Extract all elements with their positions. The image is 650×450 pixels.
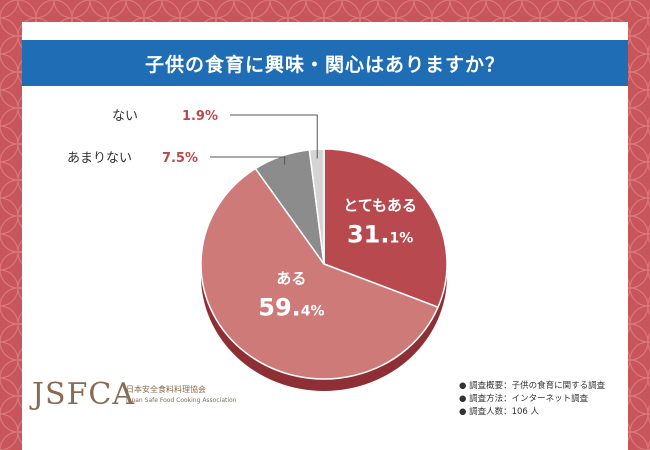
logo-english-name: Japan Safe Food Cooking Association <box>126 397 237 404</box>
pie-slice-3 <box>308 148 325 265</box>
callout-value-2: 7.5% <box>162 151 198 166</box>
chart-title: 子供の食育に興味・関心はありますか？ <box>22 40 628 86</box>
content-card: 子供の食育に興味・関心はありますか？ とてもある 31.1% ある 59.4% ない 1.… <box>22 22 628 450</box>
pie-slice-0 <box>323 148 448 309</box>
slice-label-1: ある <box>276 269 306 287</box>
survey-note-overview: ● 調査概要：子供の食育に関する調査 <box>459 381 606 391</box>
logo: JSFCA 日本安全食料料理協会 Japan Safe Food Cooking… <box>32 377 237 417</box>
logo-wordmark: JSFCA <box>32 377 136 412</box>
callout-line-3 <box>230 114 318 159</box>
callout-label-2: あまりない <box>67 151 132 166</box>
pie-chart: とてもある 31.1% ある 59.4% ない 1.9% あまりない 7.5% <box>67 109 448 391</box>
callout-value-3: 1.9% <box>182 109 218 124</box>
logo-japanese-name: 日本安全食料料理協会 <box>126 385 206 394</box>
slice-value-0: 31.1% <box>347 221 413 249</box>
survey-note-method: ● 調査方法：インターネット調査 <box>459 394 589 404</box>
survey-notes: ● 調査概要：子供の食育に関する調査 ● 調査方法：インターネット調査 ● 調査… <box>459 380 605 419</box>
pie-slice-1 <box>200 167 439 380</box>
callout-label-3: ない <box>112 109 138 124</box>
slice-label-0: とてもある <box>343 197 417 215</box>
slice-value-1: 59.4% <box>258 293 324 321</box>
survey-note-count: ● 調査人数：106 人 <box>459 407 540 417</box>
callout-line-2 <box>210 156 286 165</box>
